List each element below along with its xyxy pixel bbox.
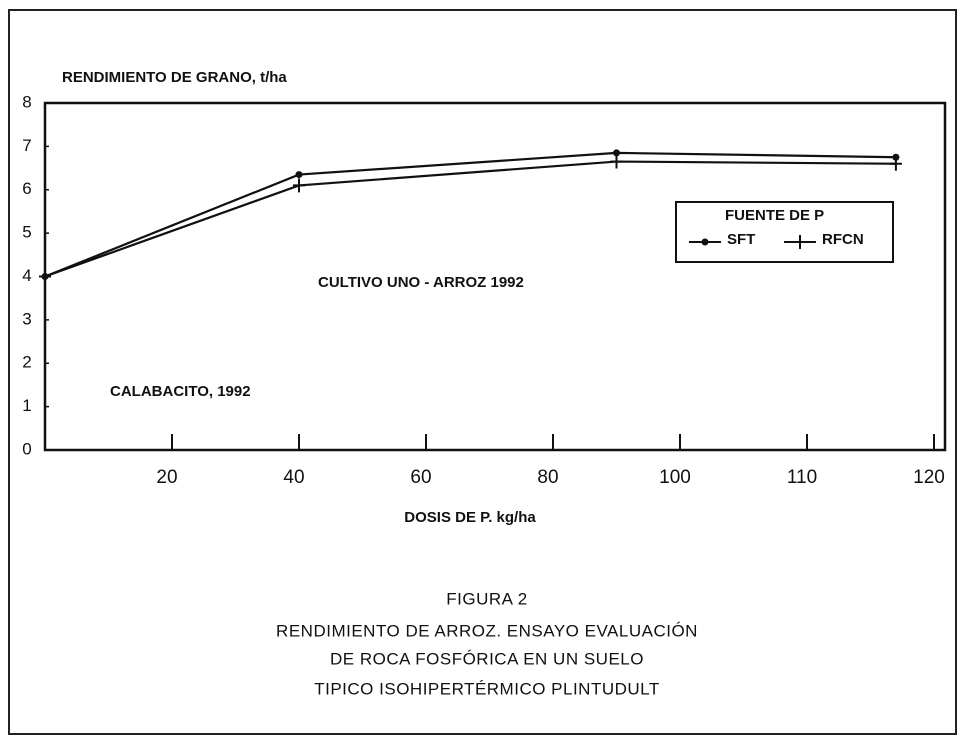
y-tick-label: 6 bbox=[22, 179, 31, 198]
y-tick-label: 8 bbox=[22, 92, 31, 111]
x-tick-label: 110 bbox=[787, 467, 817, 488]
y-tick-label: 4 bbox=[22, 266, 31, 285]
y-axis-label: RENDIMIENTO DE GRANO, t/ha bbox=[62, 69, 287, 86]
x-tick-label: 100 bbox=[659, 467, 691, 488]
point bbox=[293, 178, 305, 193]
x-tick-label: 80 bbox=[537, 467, 558, 488]
caption: DE ROCA FOSFÓRICA EN UN SUELO bbox=[330, 649, 644, 668]
series-line bbox=[44, 160, 896, 278]
y-tick-label: 5 bbox=[22, 223, 31, 242]
caption: RENDIMIENTO DE ARROZ. ENSAYO EVALUACIÓN bbox=[276, 621, 698, 640]
y-tick-label: 7 bbox=[22, 136, 31, 155]
annotation: CULTIVO UNO - ARROZ 1992 bbox=[318, 274, 524, 291]
point bbox=[295, 171, 303, 179]
y-tick-label: 2 bbox=[22, 353, 31, 372]
legend-label: SFT bbox=[727, 231, 755, 248]
annotation: CALABACITO, 1992 bbox=[110, 383, 251, 400]
y-tick-label: 1 bbox=[22, 396, 31, 415]
point bbox=[613, 149, 620, 157]
x-tick-label: 20 bbox=[156, 467, 177, 488]
x-tick-label: 60 bbox=[410, 467, 431, 488]
point bbox=[889, 156, 902, 171]
series-line bbox=[44, 151, 896, 278]
caption: FIGURA 2 bbox=[446, 589, 527, 608]
legend-label: RFCN bbox=[822, 231, 864, 248]
y-tick-label: 0 bbox=[22, 439, 31, 458]
caption: TIPICO ISOHIPERTÉRMICO PLINTUDULT bbox=[314, 679, 660, 698]
point bbox=[610, 154, 623, 169]
x-axis-label: DOSIS DE P. kg/ha bbox=[404, 509, 536, 526]
legend-marker bbox=[701, 238, 709, 246]
x-tick-label: 120 bbox=[913, 467, 945, 488]
legend-box bbox=[675, 201, 894, 263]
point bbox=[39, 269, 51, 284]
x-tick-label: 40 bbox=[283, 467, 304, 488]
legend-title: FUENTE DE P bbox=[725, 207, 824, 224]
page-frame bbox=[8, 9, 957, 735]
y-tick-label: 3 bbox=[22, 309, 31, 328]
